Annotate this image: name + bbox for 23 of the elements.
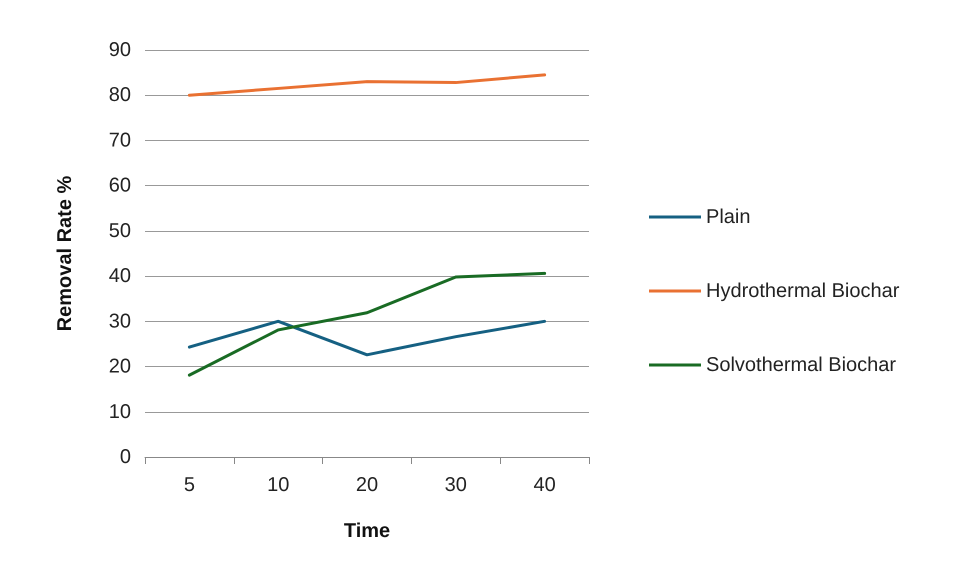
y-tick-label: 90 (108, 39, 131, 61)
line-series (188, 320, 546, 356)
legend-label: Plain (706, 206, 750, 228)
legend-label: Solvothermal Biochar (706, 354, 896, 376)
y-tick-label: 10 (108, 400, 131, 423)
line-series (188, 272, 546, 377)
y-axis-title: Removal Rate % (54, 175, 76, 332)
y-tick-label: 30 (108, 310, 131, 332)
y-tick-label: 80 (108, 84, 131, 106)
y-tick-label: 0 (120, 446, 131, 468)
y-tick-label: 50 (108, 220, 131, 242)
x-tick-label: 30 (444, 474, 467, 496)
y-tick-label: 40 (108, 265, 131, 288)
line-series (188, 73, 546, 97)
y-tick-label: 70 (108, 129, 131, 152)
x-tick-label: 40 (533, 474, 556, 496)
x-tick-label: 10 (267, 474, 290, 496)
x-axis-title: Time (344, 520, 390, 542)
x-tick-label: 20 (356, 474, 378, 496)
y-tick-label: 20 (108, 356, 131, 378)
y-tick-label: 60 (108, 174, 131, 197)
legend-label: Hydrothermal Biochar (706, 280, 900, 302)
x-tick-label: 5 (184, 474, 195, 496)
